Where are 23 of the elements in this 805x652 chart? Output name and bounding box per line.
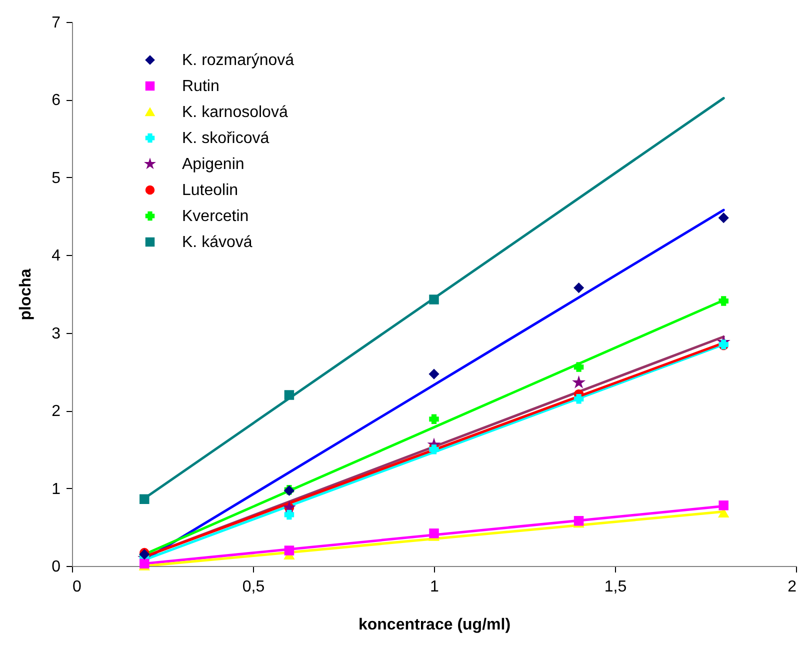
y-tick-label: 4 [52,248,61,265]
legend-label: Luteolin [182,182,238,199]
legend-label: K. skořicová [182,130,270,147]
y-tick-label: 7 [52,14,61,32]
legend-label: Apigenin [182,156,244,173]
y-tick-label: 0 [52,558,61,576]
legend-label: K. kávová [182,234,252,251]
legend-label: Kvercetin [182,208,249,225]
legend-label: K. karnosolová [182,104,288,121]
y-tick-label: 1 [52,480,61,498]
y-tick-label: 3 [52,325,61,342]
x-tick-label: 1,5 [604,578,627,596]
x-axis-title: koncentrace (ug/ml) [358,616,511,634]
x-tick-label: 0 [72,578,82,596]
y-tick-label: 6 [52,92,61,110]
y-tick-label: 2 [52,403,61,420]
x-tick-label: 1 [430,578,440,596]
y-tick-label: 5 [52,170,61,187]
legend-label: Rutin [182,78,220,95]
y-axis-title: plocha [18,268,35,320]
legend-label: K. rozmarýnová [182,52,294,69]
x-tick-label: 0,5 [242,578,265,596]
x-tick-label: 2 [788,578,797,596]
